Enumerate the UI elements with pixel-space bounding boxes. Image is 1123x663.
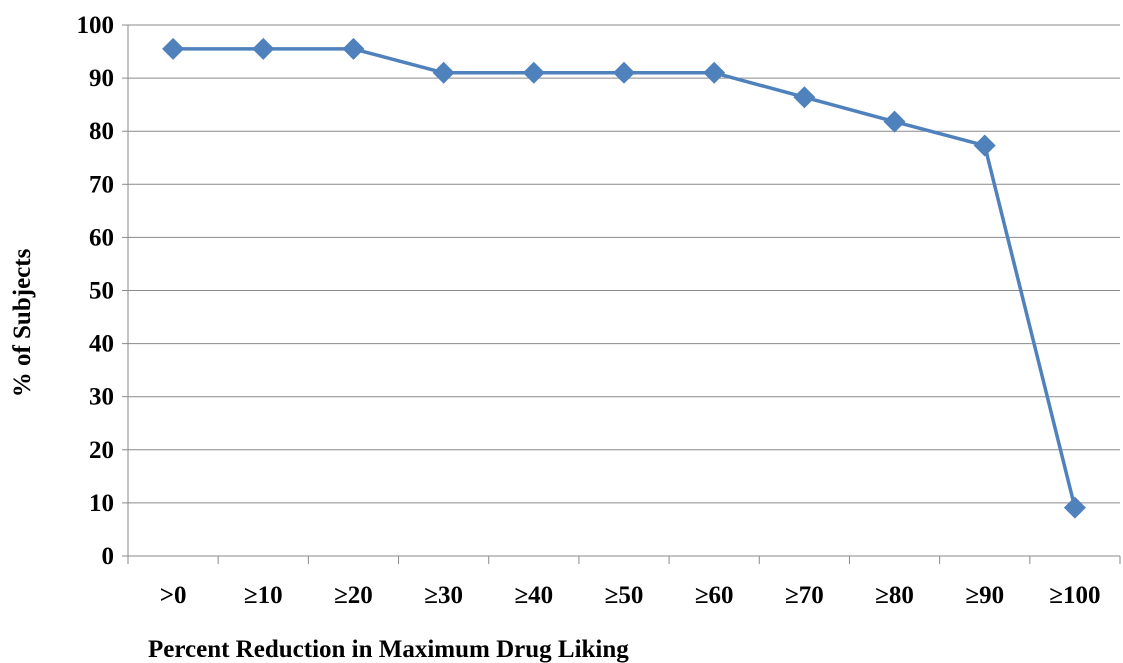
x-tick-label: ≥10 <box>244 582 283 609</box>
gridlines <box>128 24 1120 504</box>
y-tick-label: 30 <box>89 384 114 411</box>
data-point-marker <box>162 37 185 60</box>
data-point-marker <box>883 110 906 133</box>
y-tick-label: 0 <box>102 543 115 570</box>
data-point-marker <box>252 37 275 60</box>
x-axis-title: Percent Reduction in Maximum Drug Liking <box>148 636 629 663</box>
data-point-marker <box>793 86 816 109</box>
data-point-marker <box>703 61 726 84</box>
data-point-marker <box>342 37 365 60</box>
x-tick-label: ≥100 <box>1049 582 1100 609</box>
x-tick-label: ≥30 <box>424 582 463 609</box>
axis-titles: % of Subjects Percent Reduction in Maxim… <box>9 248 629 663</box>
y-tick-label: 100 <box>77 12 115 39</box>
data-point-marker <box>522 61 545 84</box>
y-tick-label: 40 <box>89 331 114 358</box>
x-tick-label: ≥40 <box>514 582 553 609</box>
data-point-marker <box>432 61 455 84</box>
y-tick-label: 10 <box>89 490 114 517</box>
y-tick-label: 60 <box>89 224 114 251</box>
x-axis: >0 ≥10 ≥20 ≥30 ≥40 ≥50 ≥60 ≥70 ≥80 ≥90 ≥100 <box>127 25 1121 609</box>
y-tick-label: 20 <box>89 437 114 464</box>
y-tick-label: 80 <box>89 118 114 145</box>
x-tick-label: ≥70 <box>785 582 824 609</box>
series-line <box>173 47 1077 509</box>
y-tick-label: 90 <box>89 65 114 92</box>
data-point-marker <box>613 61 635 84</box>
data-point-marker <box>1063 496 1086 519</box>
x-tick-label: ≥60 <box>695 582 734 609</box>
x-tick-label: ≥80 <box>875 582 914 609</box>
y-tick-label: 50 <box>89 278 114 305</box>
series-group <box>162 37 1086 519</box>
data-point-marker <box>973 134 996 157</box>
x-tick-label: ≥20 <box>334 582 373 609</box>
x-tick-label: ≥90 <box>965 582 1004 609</box>
x-tick-label: ≥50 <box>605 582 644 609</box>
y-axis-ticks: 0 10 20 30 40 50 60 70 80 90 100 <box>77 12 128 570</box>
y-axis-title: % of Subjects <box>9 248 36 397</box>
x-tick-label: >0 <box>160 582 187 609</box>
y-tick-label: 70 <box>89 171 114 198</box>
